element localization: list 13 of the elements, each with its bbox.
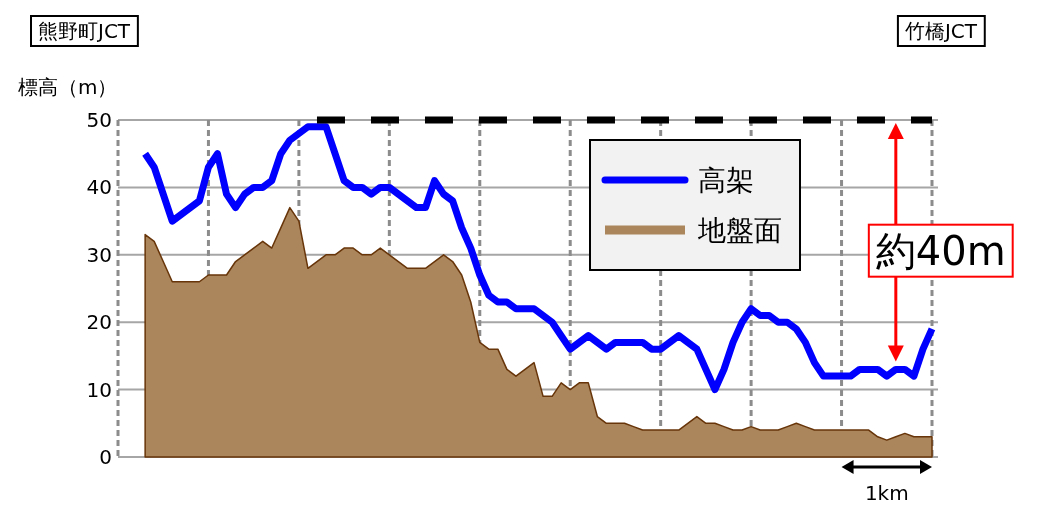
annotation: 約40m [875, 227, 1006, 274]
text: 熊野町JCT [38, 19, 131, 43]
y-tick-label: 30 [86, 242, 112, 267]
y-tick-label: 40 [86, 175, 112, 200]
y-tick-label: 10 [86, 377, 112, 402]
legend-label: 地盤面 [697, 214, 782, 247]
legend-label: 高架 [698, 164, 754, 197]
y-tick-label: 0 [99, 445, 112, 469]
y-tick-label: 50 [86, 108, 112, 132]
y-tick-label: 20 [86, 310, 112, 335]
y-axis-title: 標高（m） [18, 75, 118, 99]
text: 1km [864, 481, 909, 505]
text: 竹橋JCT [904, 19, 978, 43]
